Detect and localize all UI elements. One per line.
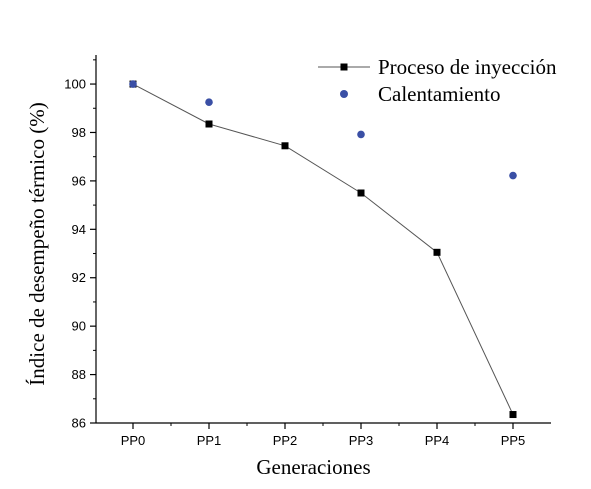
y-tick-label: 96: [72, 173, 86, 188]
x-tick-label: PP5: [501, 433, 526, 448]
point-calentamiento: [205, 98, 213, 107]
x-tick-label: PP1: [197, 433, 222, 448]
x-tick-label: PP0: [121, 433, 146, 448]
point-proceso: [433, 248, 441, 256]
point-proceso: [205, 120, 213, 128]
series-layer: [129, 80, 517, 419]
point-proceso: [509, 411, 517, 419]
y-axis-label: Índice de desempeño térmico (%): [25, 102, 49, 385]
x-tick-label: PP4: [425, 433, 450, 448]
legend-marker-calentamiento: [340, 90, 348, 98]
legend-label-proceso: Proceso de inyección: [378, 55, 557, 79]
y-tick-label: 90: [72, 319, 86, 334]
x-tick-label: PP2: [273, 433, 298, 448]
y-tick-label: 100: [64, 77, 86, 92]
y-tick-label: 86: [72, 416, 86, 431]
y-tick-label: 94: [72, 222, 86, 237]
point-calentamiento: [509, 171, 517, 180]
x-axis-label: Generaciones: [256, 455, 370, 479]
point-proceso: [281, 142, 289, 150]
y-ticks: 86 88 90 92 94 96 98 100: [64, 59, 96, 431]
x-ticks: PP0 PP1 PP2 PP3 PP4 PP5: [121, 423, 526, 448]
axes: [95, 55, 551, 424]
y-tick-label: 88: [72, 367, 86, 382]
y-tick-label: 92: [72, 270, 86, 285]
point-calentamiento: [129, 80, 137, 88]
legend: Proceso de inyección Calentamiento: [318, 55, 557, 106]
point-calentamiento: [357, 130, 365, 139]
series-line-proceso: [132, 83, 514, 415]
legend-marker-proceso: [340, 63, 348, 71]
x-tick-label: PP3: [349, 433, 374, 448]
legend-label-calentamiento: Calentamiento: [378, 82, 500, 106]
point-proceso: [357, 189, 365, 197]
y-tick-label: 98: [72, 125, 86, 140]
